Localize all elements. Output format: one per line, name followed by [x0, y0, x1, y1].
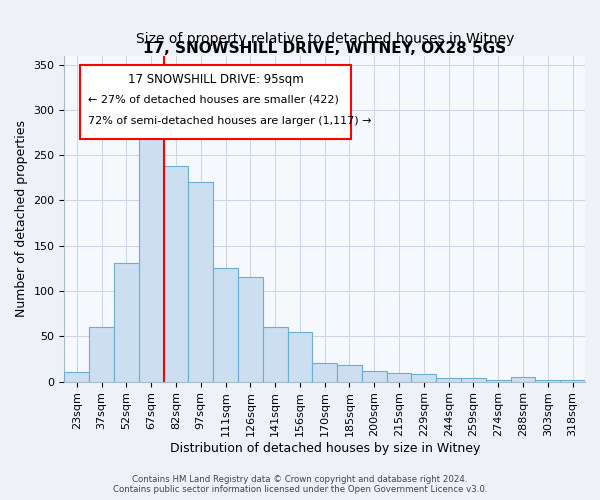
- Bar: [412, 374, 436, 382]
- Bar: [114, 263, 139, 382]
- Bar: [238, 278, 263, 382]
- Bar: [511, 377, 535, 382]
- Bar: [560, 380, 585, 382]
- X-axis label: Distribution of detached houses by size in Witney: Distribution of detached houses by size …: [170, 442, 480, 455]
- Bar: [461, 378, 486, 382]
- Text: 72% of semi-detached houses are larger (1,117) →: 72% of semi-detached houses are larger (…: [88, 116, 371, 126]
- Text: ← 27% of detached houses are smaller (422): ← 27% of detached houses are smaller (42…: [88, 94, 339, 104]
- Text: Size of property relative to detached houses in Witney: Size of property relative to detached ho…: [136, 32, 514, 46]
- Bar: [213, 268, 238, 382]
- FancyBboxPatch shape: [80, 66, 351, 138]
- Text: 17 SNOWSHILL DRIVE: 95sqm: 17 SNOWSHILL DRIVE: 95sqm: [128, 74, 303, 86]
- Bar: [535, 380, 560, 382]
- Bar: [89, 328, 114, 382]
- Text: Contains HM Land Registry data © Crown copyright and database right 2024.
Contai: Contains HM Land Registry data © Crown c…: [113, 474, 487, 494]
- Bar: [436, 378, 461, 382]
- Bar: [139, 139, 164, 382]
- Bar: [386, 372, 412, 382]
- Y-axis label: Number of detached properties: Number of detached properties: [15, 120, 28, 317]
- Bar: [263, 328, 287, 382]
- Bar: [188, 182, 213, 382]
- Title: 17, SNOWSHILL DRIVE, WITNEY, OX28 5GS: 17, SNOWSHILL DRIVE, WITNEY, OX28 5GS: [143, 40, 506, 56]
- Bar: [164, 166, 188, 382]
- Bar: [313, 362, 337, 382]
- Bar: [362, 370, 386, 382]
- Bar: [64, 372, 89, 382]
- Bar: [337, 366, 362, 382]
- Bar: [486, 380, 511, 382]
- Bar: [287, 332, 313, 382]
